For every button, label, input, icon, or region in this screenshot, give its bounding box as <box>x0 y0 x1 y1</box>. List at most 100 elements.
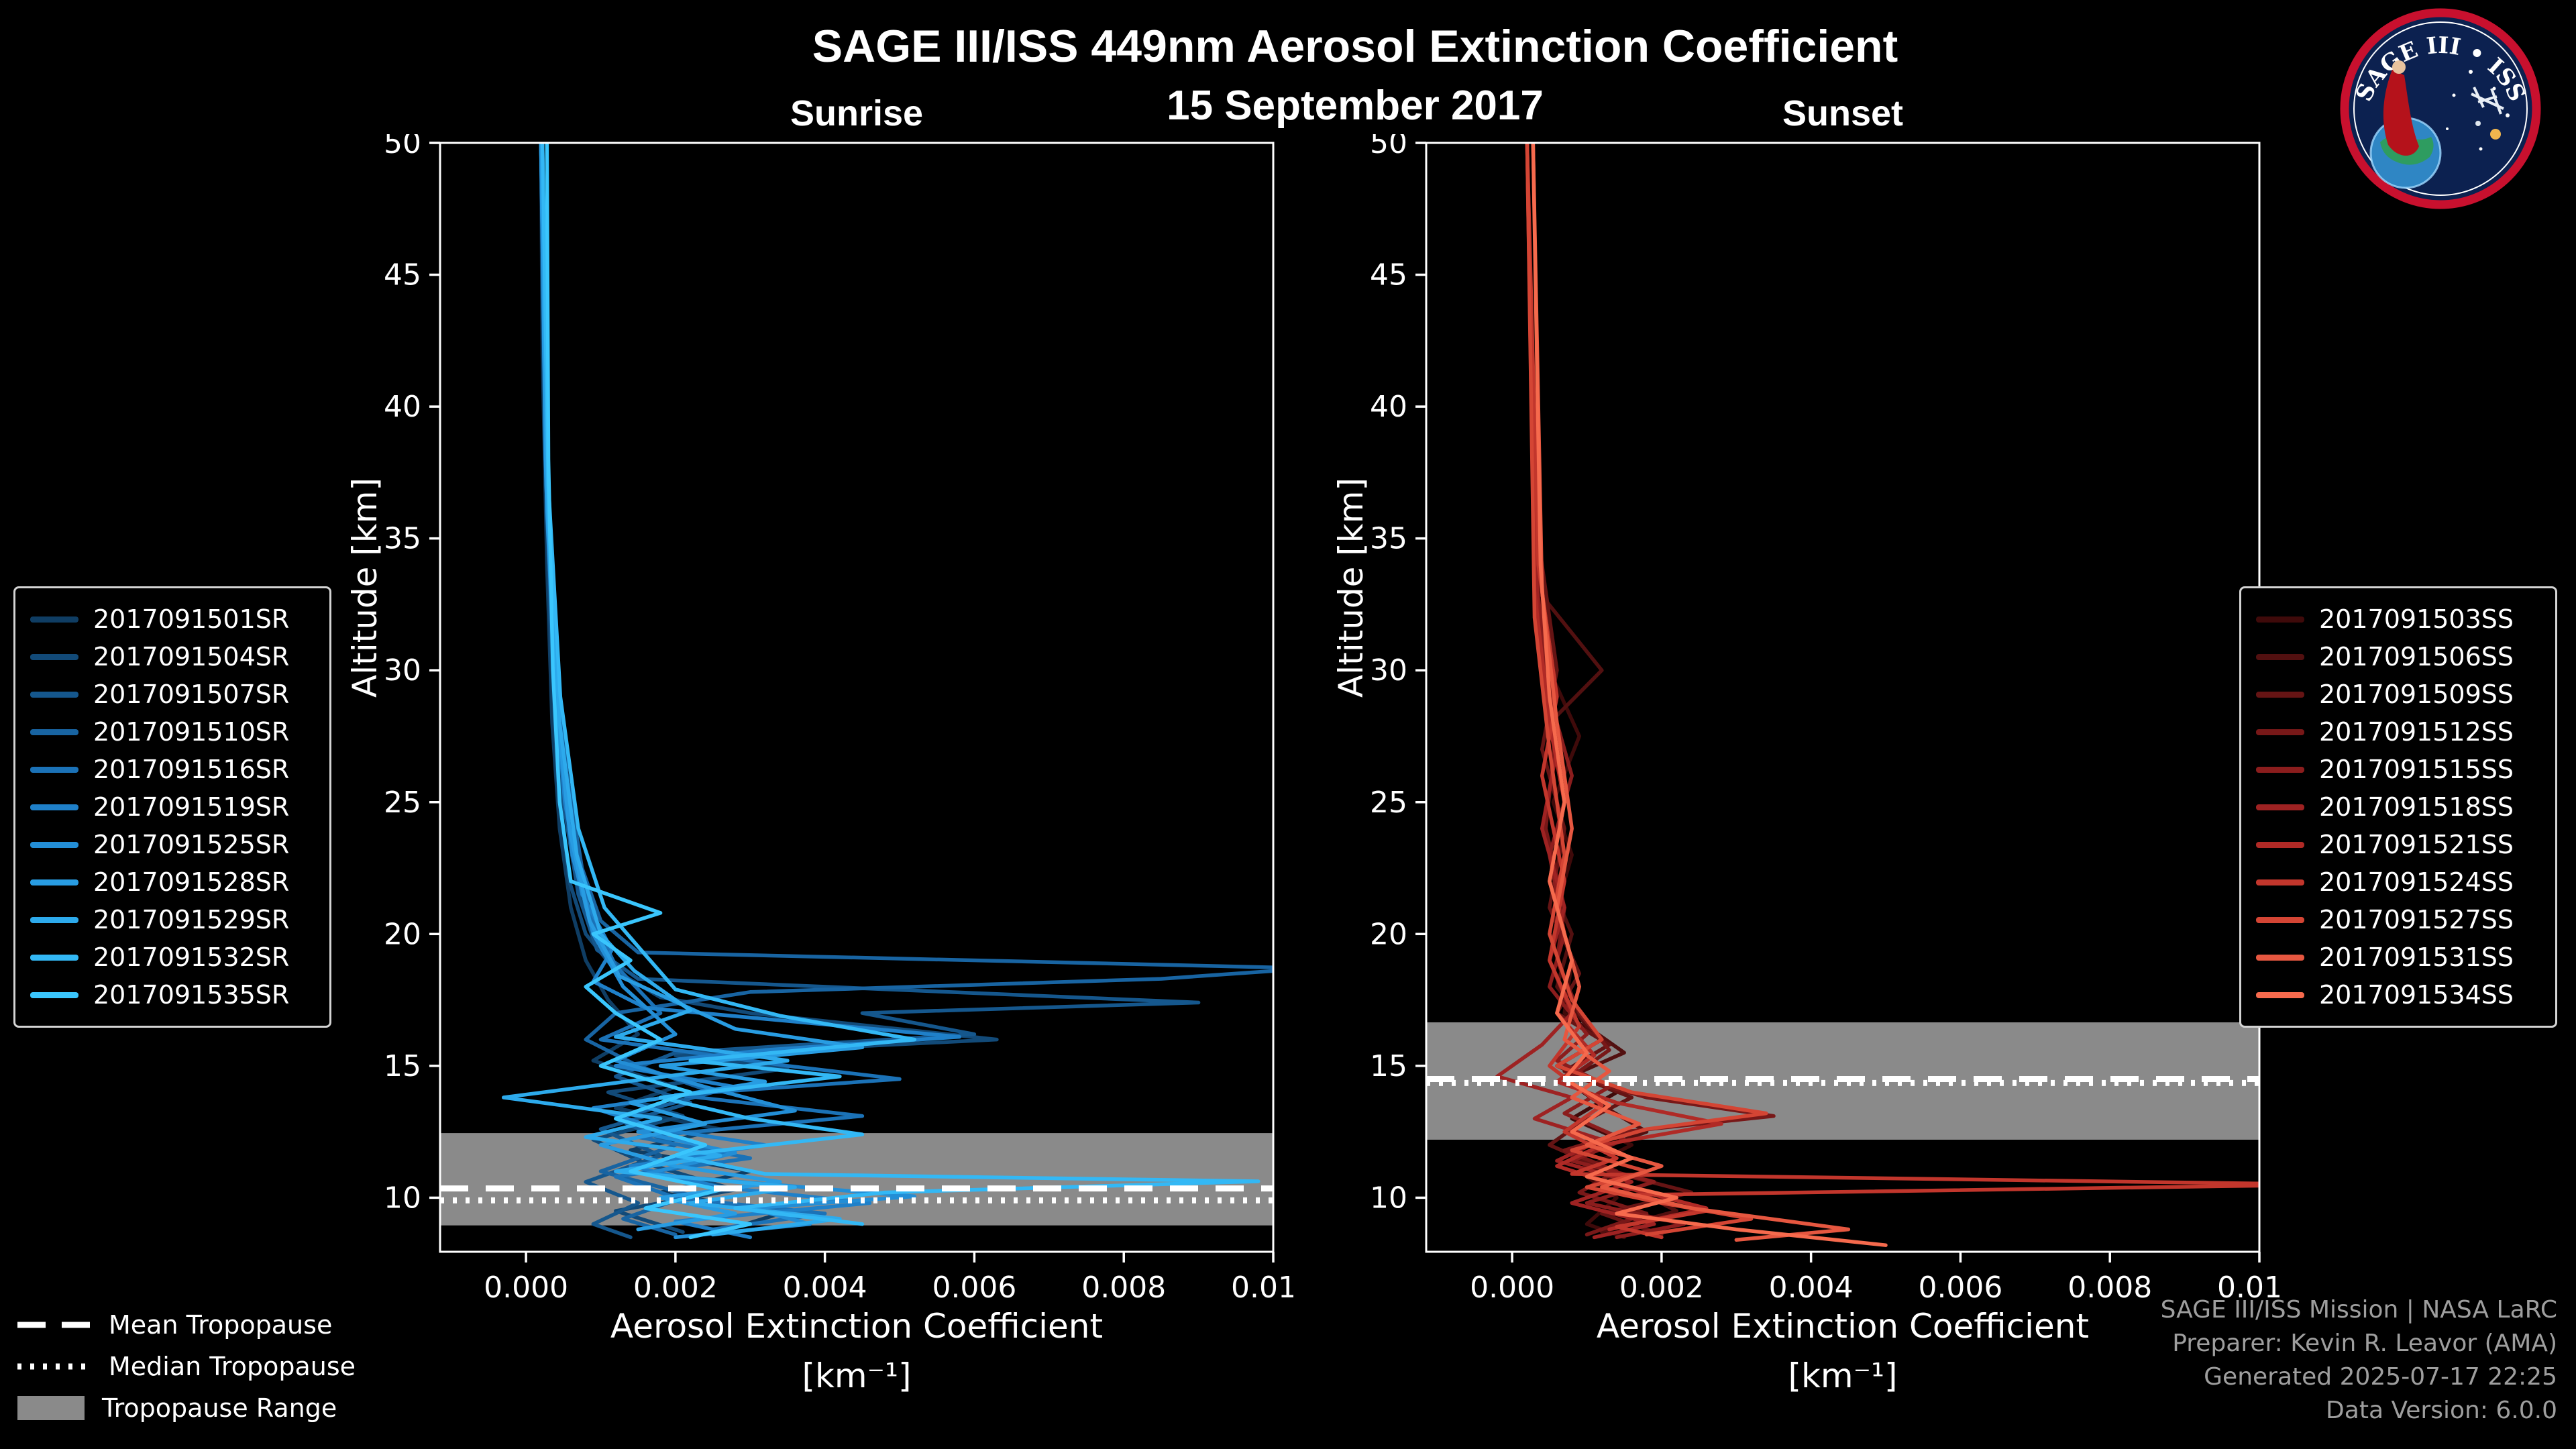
legend-label: 2017091516SR <box>93 755 290 784</box>
legend-swatch <box>30 879 78 885</box>
legend-label: 2017091501SR <box>93 604 290 634</box>
y-tick-label: 10 <box>1370 1181 1407 1215</box>
credits: SAGE III/ISS Mission | NASA LaRC Prepare… <box>2161 1293 2557 1428</box>
legend-item-2017091512SS: 2017091512SS <box>2256 713 2540 751</box>
legend-item-2017091509SS: 2017091509SS <box>2256 676 2540 713</box>
legend-swatch <box>2256 691 2304 698</box>
x-tick-label: 0.002 <box>633 1271 718 1305</box>
legend-label: 2017091503SS <box>2319 604 2514 634</box>
legend-item-2017091521SS: 2017091521SS <box>2256 826 2540 863</box>
sunset-xunit: [km⁻¹] <box>1788 1356 1898 1395</box>
logo-iss-icon <box>2471 87 2504 115</box>
profile-line-2017091507SR <box>539 143 1201 1240</box>
legend-swatch <box>30 916 78 923</box>
legend-item-2017091501SR: 2017091501SR <box>30 600 315 638</box>
y-tick-label: 25 <box>384 786 421 820</box>
legend-label: 2017091529SR <box>93 905 290 934</box>
legend-swatch <box>2256 954 2304 961</box>
legend-item-2017091504SR: 2017091504SR <box>30 638 315 676</box>
y-tick-label: 10 <box>384 1181 421 1215</box>
y-tick-label: 30 <box>384 653 421 688</box>
sunrise-title: Sunrise <box>790 93 924 133</box>
legend-label: 2017091518SS <box>2319 792 2514 822</box>
mean-tropopause-label: Mean Tropopause <box>109 1310 333 1340</box>
legend-label: 2017091515SS <box>2319 755 2514 784</box>
plot-border <box>439 142 1275 1253</box>
legend-item-2017091518SS: 2017091518SS <box>2256 788 2540 826</box>
legend-item-2017091535SR: 2017091535SR <box>30 976 315 1014</box>
legend-swatch <box>2256 616 2304 623</box>
tropopause-range-label: Tropopause Range <box>102 1393 337 1423</box>
legend-label: 2017091512SS <box>2319 717 2514 747</box>
y-tick-label: 45 <box>1370 258 1407 292</box>
legend-item-2017091524SS: 2017091524SS <box>2256 863 2540 901</box>
x-tick-label: 0.008 <box>2068 1271 2152 1305</box>
y-tick-label: 40 <box>1370 390 1407 424</box>
legend-label: 2017091519SR <box>93 792 290 822</box>
sunrise-xlabel: Aerosol Extinction Coefficient <box>610 1307 1104 1346</box>
legend-item-2017091507SR: 2017091507SR <box>30 676 315 713</box>
legend-label: 2017091507SR <box>93 680 290 709</box>
sunset-title: Sunset <box>1782 93 1904 133</box>
profile-line-2017091531SS <box>1531 143 1851 1242</box>
logo-figure <box>2383 70 2419 156</box>
legend-swatch <box>30 616 78 623</box>
legend-swatch <box>30 691 78 698</box>
legend-label: 2017091506SS <box>2319 642 2514 672</box>
profile-line-2017091535SR <box>545 143 753 1240</box>
credit-line-mission: SAGE III/ISS Mission | NASA LaRC <box>2160 1296 2557 1324</box>
sunrise-legend: 2017091501SR 2017091504SR 2017091507SR 2017… <box>13 586 331 1028</box>
legend-label: 2017091535SR <box>93 980 290 1010</box>
legend-swatch <box>30 766 78 773</box>
page-title: SAGE III/ISS 449nm Aerosol Extinction Co… <box>812 21 1898 72</box>
median-tropopause-label: Median Tropopause <box>109 1352 356 1381</box>
x-tick-label: 0.008 <box>1081 1271 1166 1305</box>
legend-item-2017091528SR: 2017091528SR <box>30 863 315 901</box>
y-tick-label: 35 <box>384 522 421 556</box>
legend-item-2017091534SS: 2017091534SS <box>2256 976 2540 1014</box>
legend-item-2017091527SS: 2017091527SS <box>2256 901 2540 938</box>
y-tick-label: 15 <box>1370 1049 1407 1083</box>
y-tick-label: 15 <box>384 1049 421 1083</box>
legend-swatch <box>2256 841 2304 848</box>
profile-line-2017091528SR <box>539 143 865 1232</box>
x-tick-label: 0.006 <box>932 1271 1016 1305</box>
legend-swatch <box>2256 729 2304 735</box>
sage-iss-logo: SAGE III • ISS <box>2340 8 2541 209</box>
x-tick-label: 0.004 <box>783 1271 867 1305</box>
legend-swatch <box>30 954 78 961</box>
x-tick-label: 0.010 <box>2217 1271 2279 1305</box>
legend-item-2017091515SS: 2017091515SS <box>2256 751 2540 788</box>
x-tick-label: 0.000 <box>1470 1271 1554 1305</box>
profile-line-2017091516SR <box>539 143 902 1232</box>
y-tick-label: 35 <box>1370 522 1407 556</box>
tropopause-range-swatch-icon <box>17 1396 85 1420</box>
legend-swatch <box>30 804 78 810</box>
y-tick-label: 40 <box>384 390 421 424</box>
legend-item-2017091516SR: 2017091516SR <box>30 751 315 788</box>
credit-line-version: Data Version: 6.0.0 <box>2326 1397 2557 1424</box>
legend-swatch <box>2256 653 2304 660</box>
credit-line-preparer: Preparer: Kevin R. Leavor (AMA) <box>2172 1330 2557 1357</box>
y-tick-label: 50 <box>1370 134 1407 160</box>
legend-item-2017091532SR: 2017091532SR <box>30 938 315 976</box>
legend-swatch <box>30 841 78 848</box>
tropopause-legend: Mean Tropopause Median Tropopause Tropop… <box>17 1304 356 1429</box>
x-tick-label: 0.010 <box>1231 1271 1293 1305</box>
y-tick-label: 30 <box>1370 653 1407 688</box>
legend-label: 2017091525SR <box>93 830 290 859</box>
legend-swatch <box>30 991 78 998</box>
legend-label: 2017091532SR <box>93 943 290 972</box>
legend-label: 2017091534SS <box>2319 980 2514 1010</box>
legend-item-2017091529SR: 2017091529SR <box>30 901 315 938</box>
tropopause-range-legend-row: Tropopause Range <box>17 1387 356 1429</box>
x-tick-label: 0.002 <box>1619 1271 1704 1305</box>
legend-item-2017091506SS: 2017091506SS <box>2256 638 2540 676</box>
legend-label: 2017091528SR <box>93 867 290 897</box>
y-tick-label: 45 <box>384 258 421 292</box>
legend-label: 2017091521SS <box>2319 830 2514 859</box>
legend-swatch <box>2256 766 2304 773</box>
median-tropopause-swatch-icon <box>17 1363 91 1370</box>
x-tick-label: 0.004 <box>1769 1271 1854 1305</box>
y-tick-label: 25 <box>1370 786 1407 820</box>
